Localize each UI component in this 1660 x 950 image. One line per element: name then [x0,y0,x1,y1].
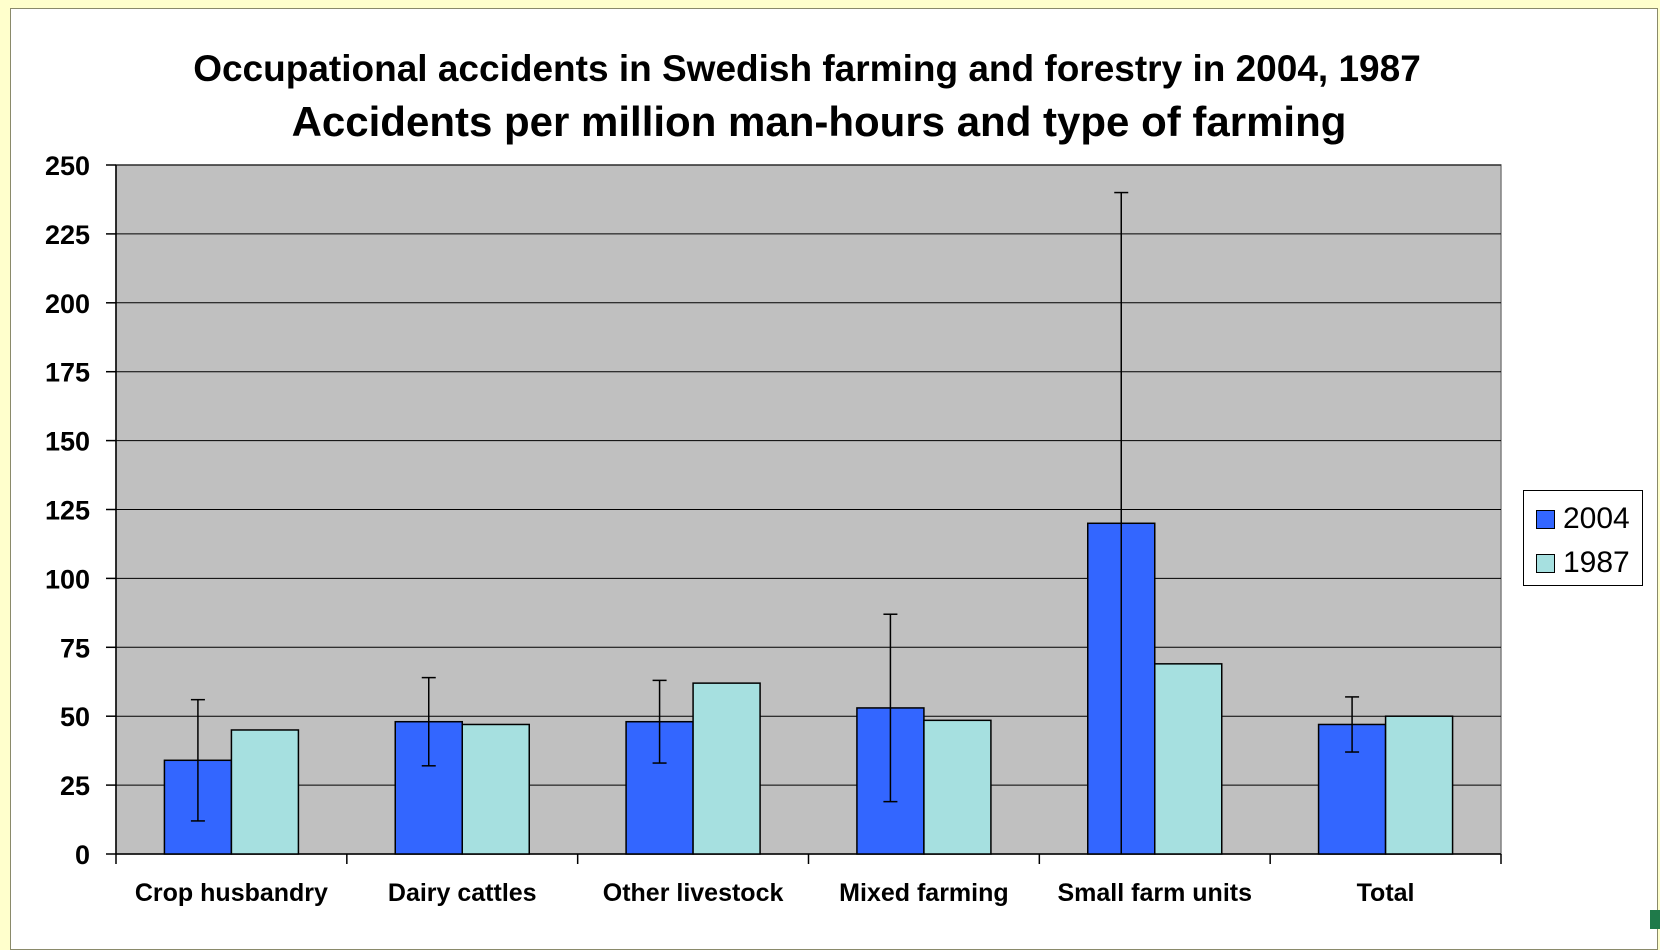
chart-title: Occupational accidents in Swedish farmin… [193,48,1421,89]
bar-chart: 0 25 50 75 100 125 150 175 200 225 250 Crop husband… [45,151,1502,907]
bar-1987-5 [1384,715,1454,855]
bar-1987-3 [923,719,992,855]
legend-item-2004: 2004 [1536,501,1630,537]
y-tick-label-50: 50 [60,702,90,732]
legend-label-1987: 1987 [1563,546,1630,579]
y-tick-label-125: 125 [45,496,90,526]
y-tick-label-250: 250 [45,151,90,181]
x-category-label-1: Dairy cattles [388,879,537,907]
y-tick-label-175: 175 [45,358,90,388]
y-tick-label-225: 225 [45,220,90,250]
y-tick-label-75: 75 [60,633,90,663]
legend-label-2004: 2004 [1563,502,1630,535]
legend-item-1987: 1987 [1536,545,1630,581]
legend: 2004 1987 [1523,490,1643,586]
chart-subtitle: Accidents per million man-hours and type… [291,98,1347,145]
x-category-label-3: Mixed farming [839,879,1008,907]
y-tick-label-200: 200 [45,289,90,319]
legend-swatch-2004 [1536,509,1555,529]
bar-1987-1 [461,723,530,855]
x-category-label-2: Other livestock [603,879,784,907]
y-tick-label-25: 25 [60,771,90,801]
x-category-label-5: Total [1357,879,1415,907]
corner-mark [1650,910,1660,929]
bar-1987-4 [1154,663,1223,855]
x-category-label-0: Crop husbandry [135,879,328,907]
bar-1987-0 [230,729,300,855]
x-category-label-4: Small farm units [1058,879,1253,907]
y-tick-label-100: 100 [45,564,90,594]
y-tick-label-150: 150 [45,427,90,457]
bar-2004-1 [394,720,463,855]
legend-swatch-1987 [1536,553,1555,573]
bar-1987-2 [692,682,761,855]
y-tick-label-0: 0 [75,840,90,870]
